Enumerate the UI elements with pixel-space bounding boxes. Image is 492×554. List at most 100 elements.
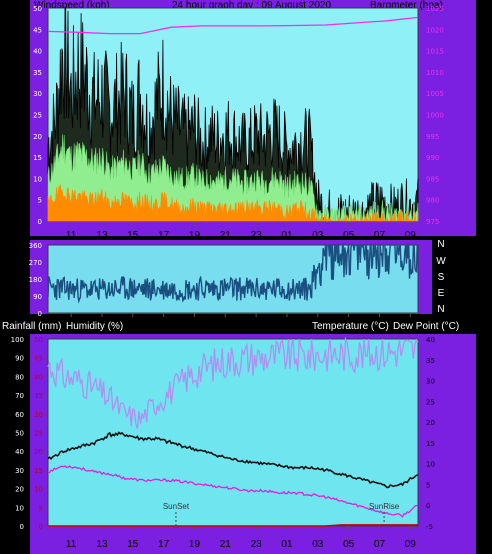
barometer-y-tick: 1020 [426,26,444,34]
temperature-y-tick: 25 [426,398,435,406]
dewpoint-axis-label: Dew Point (°C) [393,321,460,332]
wind-y-tick: 30 [33,90,42,98]
barometer-y-tick: 1000 [426,112,444,120]
direction-y-tick: 180 [29,276,42,284]
wind-x-tick-label: 19 [189,230,201,241]
rainfall-y-tick: 40 [34,373,43,381]
wind-x-tick-label: 13 [96,230,108,241]
temperature-y-tick: 10 [426,461,435,469]
wind-direction-series [47,243,418,304]
wind-x-tick-label: 23 [251,230,263,241]
direction-y-tick: 360 [29,242,42,250]
temperature-series [47,431,419,489]
wind-y-tick: 0 [38,218,42,226]
temperature-x-tick-label: 17 [158,539,170,550]
humidity-y-tick: 40 [15,448,24,456]
barometer-y-tick: 1005 [426,90,444,98]
barometer-y-tick: 1025 [426,5,444,13]
humidity-y-tick: 50 [15,430,24,438]
wind-x-tick-label: 09 [405,230,417,241]
wind-x-tick-label: 15 [127,230,139,241]
temperature-y-tick: -5 [426,523,433,531]
temperature-axis-label: Temperature (°C) [312,321,389,332]
barometer-y-tick: 995 [426,133,439,141]
temperature-x-tick-label: 01 [281,539,293,550]
wind-x-tick-label: 01 [281,230,293,241]
temperature-y-tick: 30 [426,378,435,386]
humidity-series [47,336,419,429]
direction-y-tick: 0 [38,310,42,318]
humidity-axis-label: Humidity (%) [66,321,124,332]
temperature-y-tick: 35 [426,357,435,365]
humidity-y-tick: 0 [20,523,24,531]
humidity-y-tick: 10 [15,504,24,512]
temperature-y-tick: 20 [426,419,435,427]
humidity-y-tick: 60 [15,411,24,419]
rainfall-y-tick: 5 [39,504,43,512]
rainfall-y-tick: 35 [34,392,43,400]
temperature-x-tick-label: 23 [251,539,263,550]
direction-label-east: E [437,288,445,299]
barometer-y-tick: 975 [426,218,439,226]
barometer-y-tick: 990 [426,154,439,162]
humidity-y-tick: 70 [15,392,24,400]
rainfall-y-tick: 0 [39,523,43,531]
direction-label-north-top: N [437,239,445,250]
direction-y-tick: 270 [29,259,42,267]
temperature-x-tick-label: 09 [405,539,417,550]
wind-minimum-series [47,184,419,223]
rainfall-y-tick: 20 [34,448,43,456]
wind-x-tick-label: 17 [158,230,170,241]
temperature-x-tick-label: 11 [66,539,77,550]
direction-plot-area [47,244,419,314]
wind-y-tick: 50 [33,5,42,13]
wind-y-tick: 45 [33,26,42,34]
wind-x-tick-label: 07 [374,230,386,241]
direction-label-west: W [436,256,446,267]
wind-x-tick-label: 11 [66,230,77,241]
rainfall-y-tick: 45 [34,355,43,363]
temperature-x-tick-label: 07 [374,539,386,550]
temperature-y-tick: 0 [426,502,430,510]
wind-x-tick-label: 21 [220,230,232,241]
temperature-x-tick-label: 15 [127,539,139,550]
temperature-y-tick: 5 [426,481,430,489]
humidity-y-tick: 30 [15,467,24,475]
wind-average-series [47,134,419,223]
wind-y-tick: 35 [33,69,42,77]
wind-y-tick: 25 [33,112,42,120]
rainfall-series [48,524,418,527]
temperature-y-tick: 15 [426,440,435,448]
chart-title: 24 hour graph day : 09 August 2020 [172,0,332,11]
wind-y-tick: 5 [38,197,42,205]
rainfall-axis-label: Rainfall (mm) [2,321,62,332]
direction-label-south: S [437,272,445,283]
wind-x-tick-label: 05 [343,230,355,241]
sunrise-label: SunRise [369,502,400,511]
rainfall-y-tick: 15 [34,467,43,475]
humidity-y-tick: 80 [15,373,24,381]
temperature-y-tick: 40 [426,336,435,344]
rainfall-y-tick: 30 [34,411,43,419]
rainfall-y-tick: 10 [34,486,43,494]
direction-y-tick: 90 [33,293,42,301]
wind-axis-label: Windspeed (kph) [34,0,110,11]
temperature-x-tick-label: 13 [96,539,108,550]
dewpoint-series [47,465,419,518]
humidity-y-tick: 90 [15,355,24,363]
humidity-y-tick: 20 [15,486,24,494]
barometer-series [47,16,419,35]
barometer-y-tick: 1010 [426,69,444,77]
temperature-x-tick-label: 03 [312,539,324,550]
wind-y-tick: 20 [33,133,42,141]
wind-y-tick: 10 [33,175,42,183]
rainfall-y-tick: 25 [34,430,43,438]
wind-x-tick-label: 03 [312,230,324,241]
temperature-x-tick-label: 19 [189,539,201,550]
wind-y-tick: 40 [33,48,42,56]
barometer-axis-label: Barometer (hpa) [370,0,443,11]
temperature-x-tick-label: 21 [220,539,232,550]
temperature-x-tick-label: 05 [343,539,355,550]
rainfall-y-tick: 50 [34,336,43,344]
